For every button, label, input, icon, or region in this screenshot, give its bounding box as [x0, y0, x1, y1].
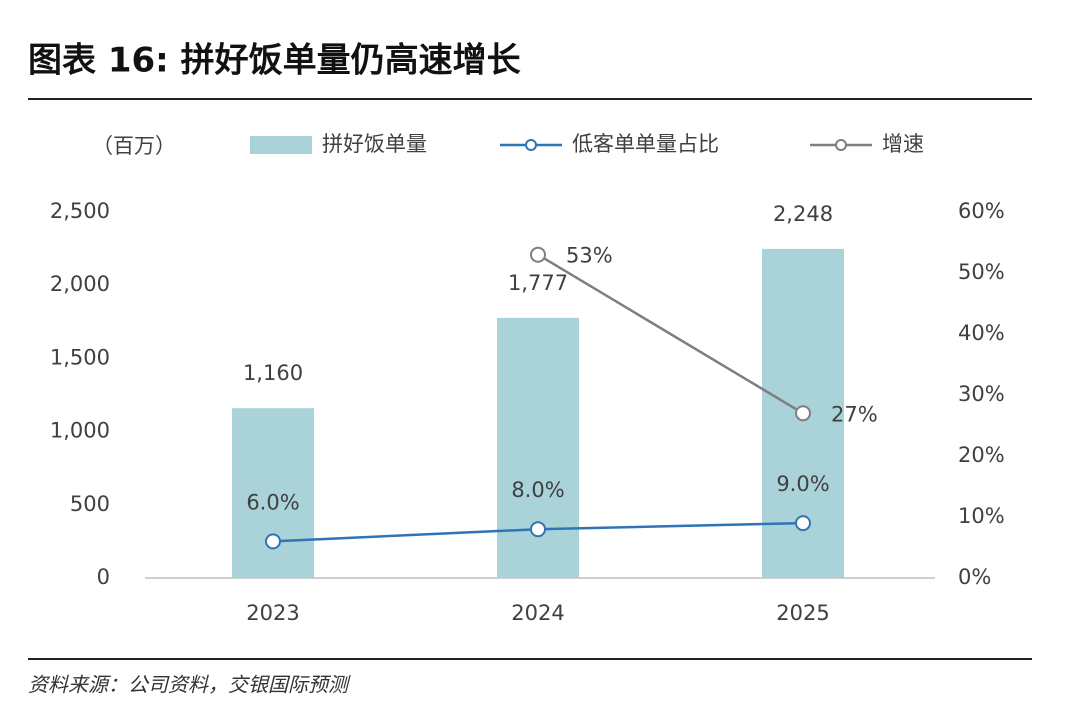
x-tick-label: 2025	[776, 601, 829, 625]
x-tick-label: 2024	[511, 601, 564, 625]
legend-label: 增速	[882, 132, 924, 156]
data-label: 8.0%	[511, 478, 564, 502]
data-label: 1,777	[508, 271, 568, 295]
source-note: 资料来源：公司资料，交银国际预测	[28, 673, 351, 697]
legend-label: 拼好饭单量	[322, 132, 427, 156]
legend-label: 低客单单量占比	[572, 132, 719, 156]
data-label: 1,160	[243, 361, 303, 385]
y-tick-label: 0	[97, 565, 110, 589]
legend-swatch	[250, 136, 312, 154]
point	[265, 533, 281, 550]
y2-tick-label: 0%	[958, 565, 991, 589]
point	[795, 405, 811, 422]
data-label: 2,248	[773, 202, 833, 226]
chart-title: 图表 16: 拼好饭单量仍高速增长	[28, 41, 521, 81]
y-tick-label: 1,500	[50, 345, 110, 369]
point	[530, 246, 546, 263]
point	[530, 521, 546, 538]
legend-marker	[525, 139, 537, 151]
x-tick-label: 2023	[246, 601, 299, 625]
data-label: 9.0%	[776, 472, 829, 496]
y-tick-label: 2,500	[50, 199, 110, 223]
y2-tick-label: 40%	[958, 321, 1005, 345]
data-label: 27%	[831, 402, 878, 426]
y-tick-label: 500	[70, 492, 110, 516]
y-tick-label: 2,000	[50, 272, 110, 296]
y2-tick-label: 50%	[958, 260, 1005, 284]
point	[795, 515, 811, 532]
data-label: 53%	[566, 244, 613, 268]
data-label: 6.0%	[246, 490, 299, 514]
bar	[497, 317, 579, 578]
y2-tick-label: 60%	[958, 199, 1005, 223]
y2-tick-label: 10%	[958, 504, 1005, 528]
line	[537, 253, 804, 415]
y-tick-label: 1,000	[50, 419, 110, 443]
y2-tick-label: 20%	[958, 443, 1005, 467]
bar	[232, 408, 314, 578]
y-axis-unit: （百万）	[92, 134, 176, 158]
y2-tick-label: 30%	[958, 382, 1005, 406]
legend-marker	[835, 139, 847, 151]
